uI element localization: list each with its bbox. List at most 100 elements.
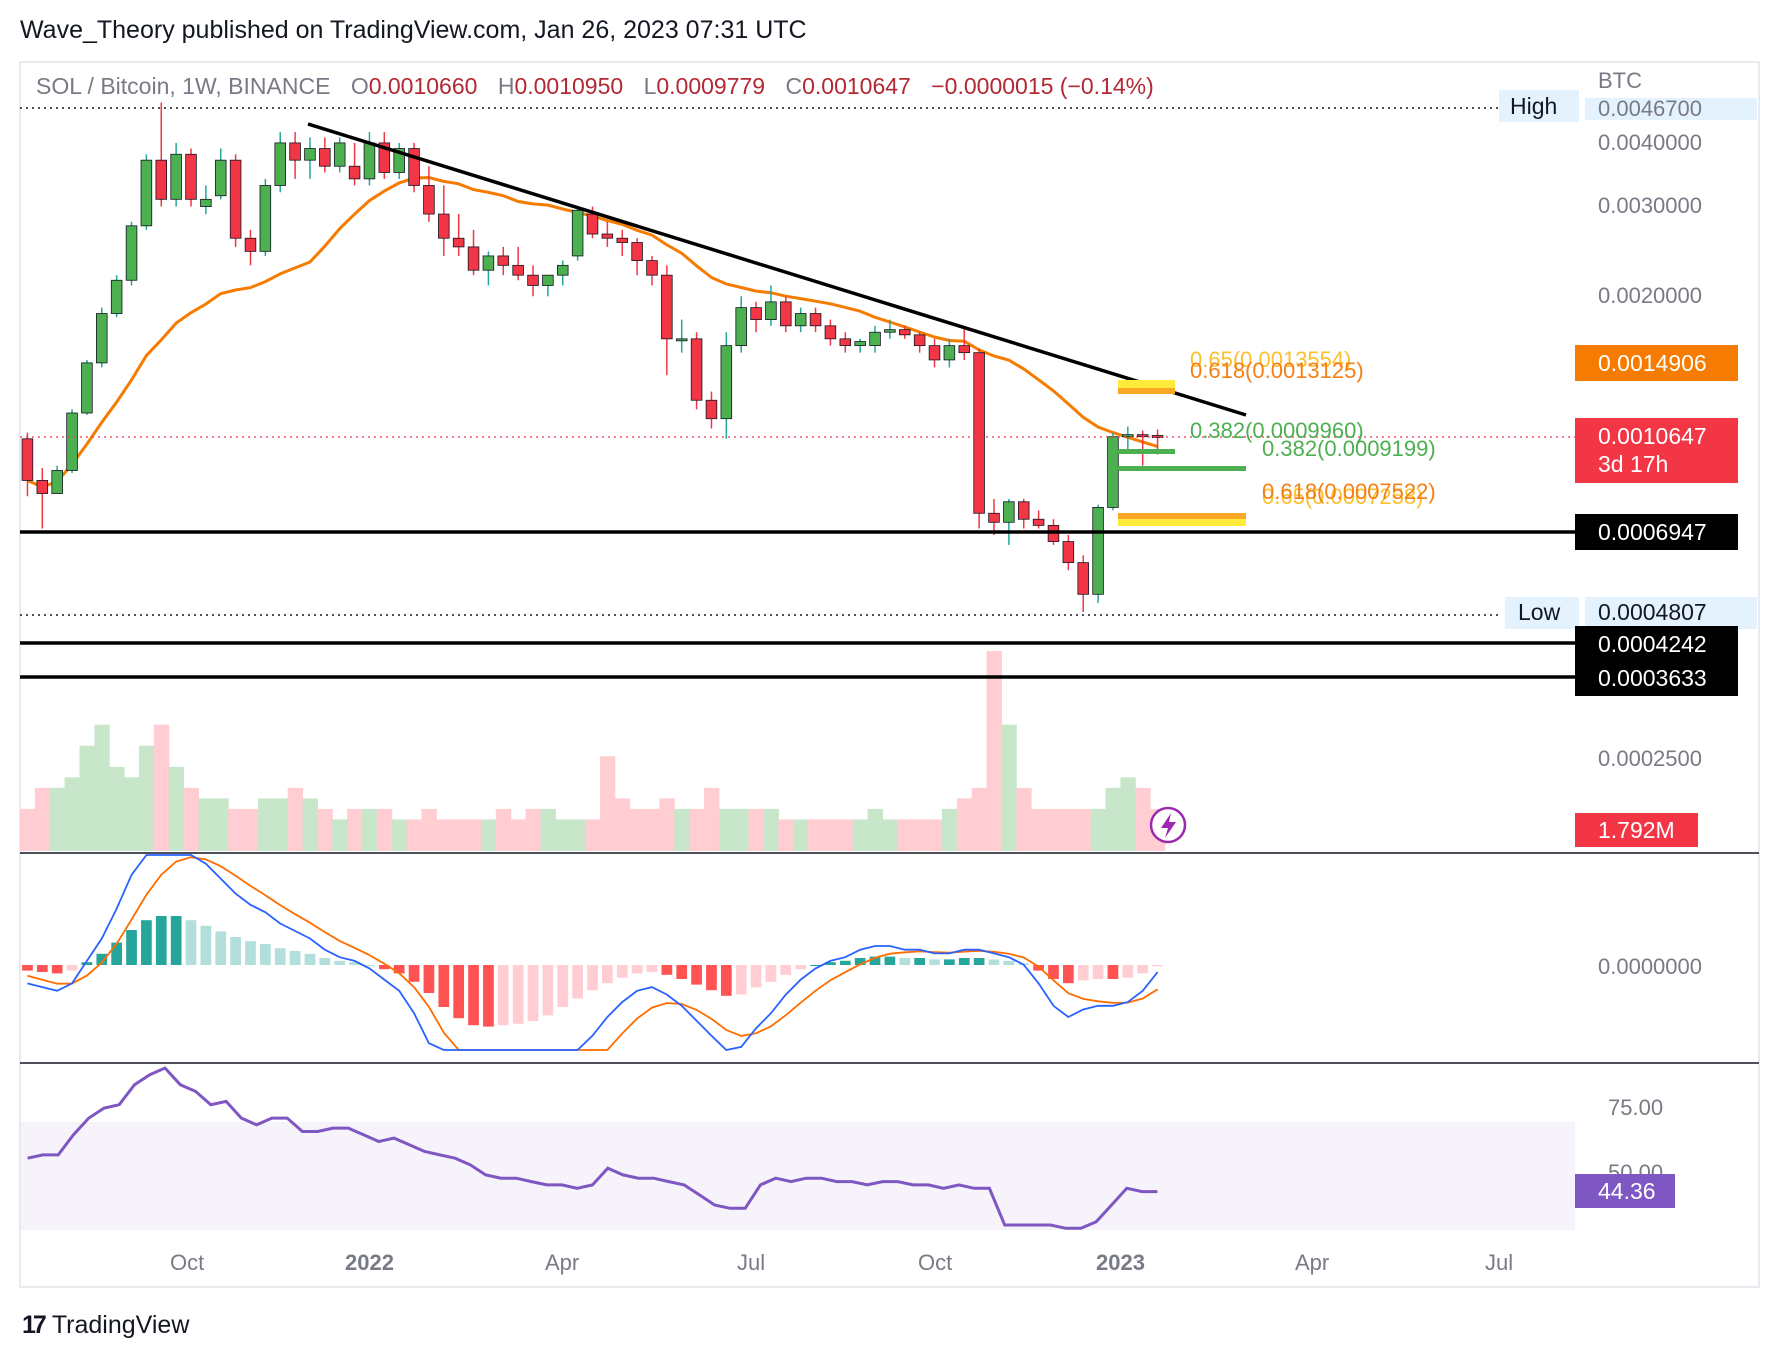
candle	[482, 251, 495, 286]
svg-text:0.0010647: 0.0010647	[1598, 423, 1707, 449]
macd-bar	[1092, 965, 1104, 979]
volume-bar	[332, 819, 348, 851]
candle	[809, 307, 822, 333]
macd-bar	[720, 965, 732, 996]
candle-body	[423, 185, 435, 215]
legend-close: 0.0010647	[802, 73, 911, 99]
legend-high: 0.0010950	[514, 73, 623, 99]
candle-body	[229, 159, 242, 239]
macd-bar	[1003, 960, 1015, 965]
macd-bar	[1137, 965, 1149, 974]
rsi-label: 44.36	[1575, 1174, 1675, 1208]
candle	[214, 148, 227, 200]
macd-bar	[260, 944, 271, 965]
volume-bar	[1046, 808, 1062, 851]
candle	[973, 348, 985, 529]
macd-bar	[542, 965, 554, 1016]
rsi-line	[27, 1066, 1158, 1230]
candle	[36, 468, 49, 529]
volume-bar	[1135, 787, 1151, 851]
volume-bar	[510, 819, 527, 851]
volume-bar	[406, 819, 422, 851]
volume-bar	[570, 819, 586, 851]
volume-bar	[971, 787, 988, 851]
fib-zone-low-yellow	[1118, 519, 1246, 526]
svg-text:Low: Low	[1518, 599, 1561, 625]
x-tick-oct: Oct	[170, 1250, 204, 1275]
volume-bar	[1075, 808, 1092, 851]
price-label-low: Low 0.0004807	[1505, 597, 1757, 629]
volume-bar	[941, 808, 958, 851]
candle-body	[512, 264, 524, 276]
macd-bar	[646, 965, 658, 972]
candle-body	[809, 313, 822, 327]
macd-bar	[289, 951, 301, 965]
macd-bar	[735, 965, 747, 995]
candle	[854, 338, 866, 353]
volume-bar	[168, 766, 185, 851]
volume-bar	[466, 819, 482, 851]
candle-body	[527, 274, 539, 286]
x-tick-oct-2: Oct	[918, 1250, 952, 1275]
candle	[170, 142, 182, 207]
volume-bar	[718, 808, 735, 851]
macd-bar	[378, 965, 390, 970]
volume-bar	[956, 798, 973, 851]
candle	[140, 154, 153, 230]
tradingview-icon: 17	[22, 1311, 47, 1339]
candle	[1003, 498, 1015, 545]
candle	[21, 432, 34, 497]
chart-frame	[19, 61, 1760, 1288]
macd-signal-line	[27, 856, 1159, 1051]
tradingview-logo[interactable]: 17 TradingView	[22, 1311, 189, 1340]
volume-bar	[822, 819, 839, 851]
macd-bar	[973, 958, 985, 965]
x-tick-2022: 2022	[345, 1250, 394, 1275]
macd-bar	[423, 965, 435, 993]
x-axis: Oct 2022 Apr Jul Oct 2023 Apr Jul	[170, 1250, 1513, 1275]
candle-body	[1151, 435, 1164, 438]
y-tick-0.004: 0.0040000	[1598, 130, 1702, 155]
candle	[259, 178, 272, 256]
price-label-support-3: 0.0003633	[1575, 660, 1738, 696]
macd-bar	[691, 965, 702, 985]
y-tick-0.002: 0.0020000	[1598, 283, 1702, 308]
candle-body	[1107, 436, 1119, 508]
volume-bar	[198, 798, 214, 851]
volume-bar	[138, 745, 155, 851]
candle	[467, 229, 480, 276]
price-pane	[21, 102, 1164, 612]
macd-bar	[274, 948, 286, 965]
lightning-icon[interactable]	[1149, 806, 1187, 844]
x-tick-jul: Jul	[737, 1250, 765, 1275]
candle	[423, 166, 435, 222]
macd-bar	[1077, 965, 1089, 981]
volume-bar	[124, 777, 140, 851]
candle	[155, 102, 168, 207]
legend-symbol: SOL / Bitcoin, 1W, BINANCE	[36, 73, 330, 99]
candle	[348, 142, 361, 186]
x-tick-apr-2: Apr	[1295, 1250, 1329, 1275]
candle	[720, 332, 733, 439]
candle	[899, 325, 911, 339]
macd-bar	[765, 965, 777, 982]
candle-body	[155, 159, 168, 200]
candle-body	[259, 185, 272, 252]
volume-bar	[317, 808, 333, 851]
candle-body	[125, 225, 138, 281]
candle-body	[81, 362, 93, 414]
candle-body	[438, 213, 450, 239]
macd-zero-tick: 0.0000000	[1598, 954, 1702, 979]
macd-bar	[497, 965, 509, 1026]
candle	[884, 319, 896, 339]
candle-body	[928, 345, 941, 361]
volume-bar	[525, 808, 541, 851]
volume-bar	[183, 787, 199, 851]
candle	[96, 307, 108, 368]
volume-bar	[1016, 787, 1032, 851]
macd-bar	[81, 962, 93, 965]
candle	[333, 137, 346, 173]
macd-bar	[512, 965, 524, 1024]
volume-bar	[927, 819, 943, 851]
candle-body	[452, 237, 465, 248]
